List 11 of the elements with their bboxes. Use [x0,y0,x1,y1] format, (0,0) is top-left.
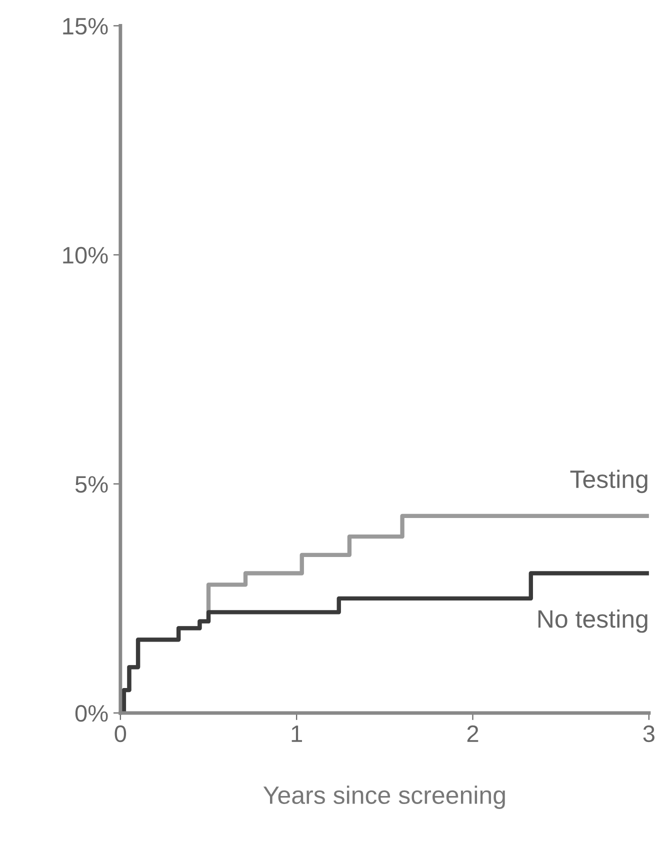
x-tick-label: 2 [467,725,478,742]
y-tick-label: 0% [75,705,108,722]
x-axis-title: Years since screening [263,786,505,809]
y-tick-label: 10% [63,246,108,264]
x-tick-label: 3 [643,725,654,742]
y-tick-label: 5% [75,476,108,493]
x-tick-label: 0 [114,725,126,742]
x-tick-label: 1 [292,726,302,742]
series-label: Testing [570,470,648,494]
y-tick-label: 15% [63,18,108,35]
series-label: No testing [538,609,648,633]
